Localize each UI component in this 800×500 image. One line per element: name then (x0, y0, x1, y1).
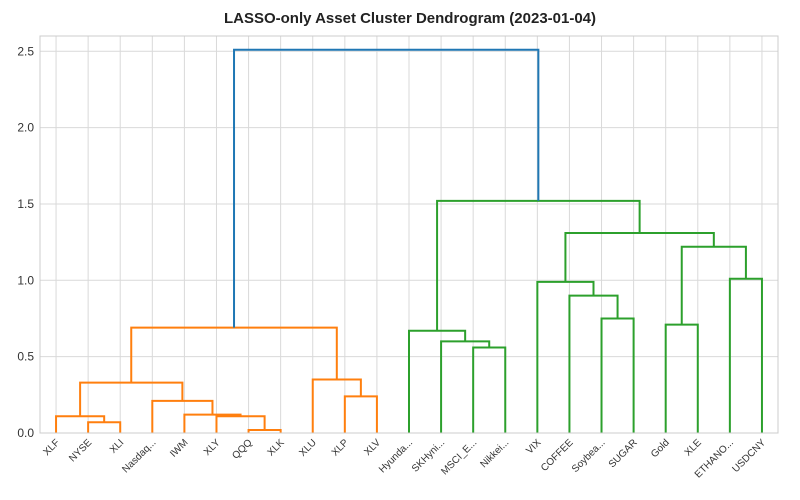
dendrogram-link (568, 294, 619, 433)
dendrogram-links (55, 48, 763, 433)
x-tick-label: XLF (41, 437, 62, 458)
dendrogram-link (536, 280, 595, 433)
x-tick-label: SUGAR (607, 437, 640, 470)
chart-title: LASSO-only Asset Cluster Dendrogram (202… (223, 10, 597, 27)
x-tick-label: Hyunda... (377, 437, 415, 475)
x-tick-label: XLP (330, 437, 351, 458)
x-tick-label: Nikkei... (478, 437, 511, 470)
x-tick-label: IWM (168, 437, 190, 459)
x-tick-label: USDCNY (730, 437, 768, 475)
y-tick-label: 1.0 (17, 273, 34, 287)
y-tick-label: 1.5 (17, 197, 34, 211)
x-tick-label: VIX (524, 437, 543, 456)
dendrogram-link (600, 317, 635, 433)
dendrogram-link (343, 395, 378, 433)
y-tick-label: 2.0 (17, 121, 34, 135)
dendrogram-link (436, 199, 641, 331)
x-tick-label: XLY (202, 437, 223, 458)
x-tick-label: Gold (649, 437, 672, 460)
y-tick-label: 0.0 (17, 426, 34, 440)
x-tick-label: Soybea... (570, 437, 608, 475)
x-tick-label: Nasdaq... (120, 437, 158, 475)
y-tick-label: 2.5 (17, 44, 34, 58)
dendrogram-link (183, 413, 242, 433)
dendrogram-link (55, 415, 106, 433)
dendrogram-link (79, 381, 184, 417)
dendrogram-link (728, 277, 763, 433)
x-tick-label: XLK (266, 437, 287, 458)
dendrogram-link (440, 340, 491, 433)
x-tick-label: XLI (108, 437, 126, 455)
x-tick-label: XLE (683, 437, 704, 458)
y-tick-label: 0.5 (17, 350, 34, 364)
dendrogram-link (311, 378, 362, 433)
dendrogram-link (215, 415, 266, 433)
dendrogram-link (87, 421, 122, 433)
dendrogram-link (151, 399, 214, 433)
plot-frame (39, 35, 779, 434)
x-tick-label: NYSE (67, 437, 94, 464)
x-tick-label: XLV (362, 437, 383, 458)
dendrogram-link (233, 48, 540, 328)
x-tick-label: QQQ (230, 437, 254, 461)
x-tick-label: XLU (297, 437, 319, 459)
